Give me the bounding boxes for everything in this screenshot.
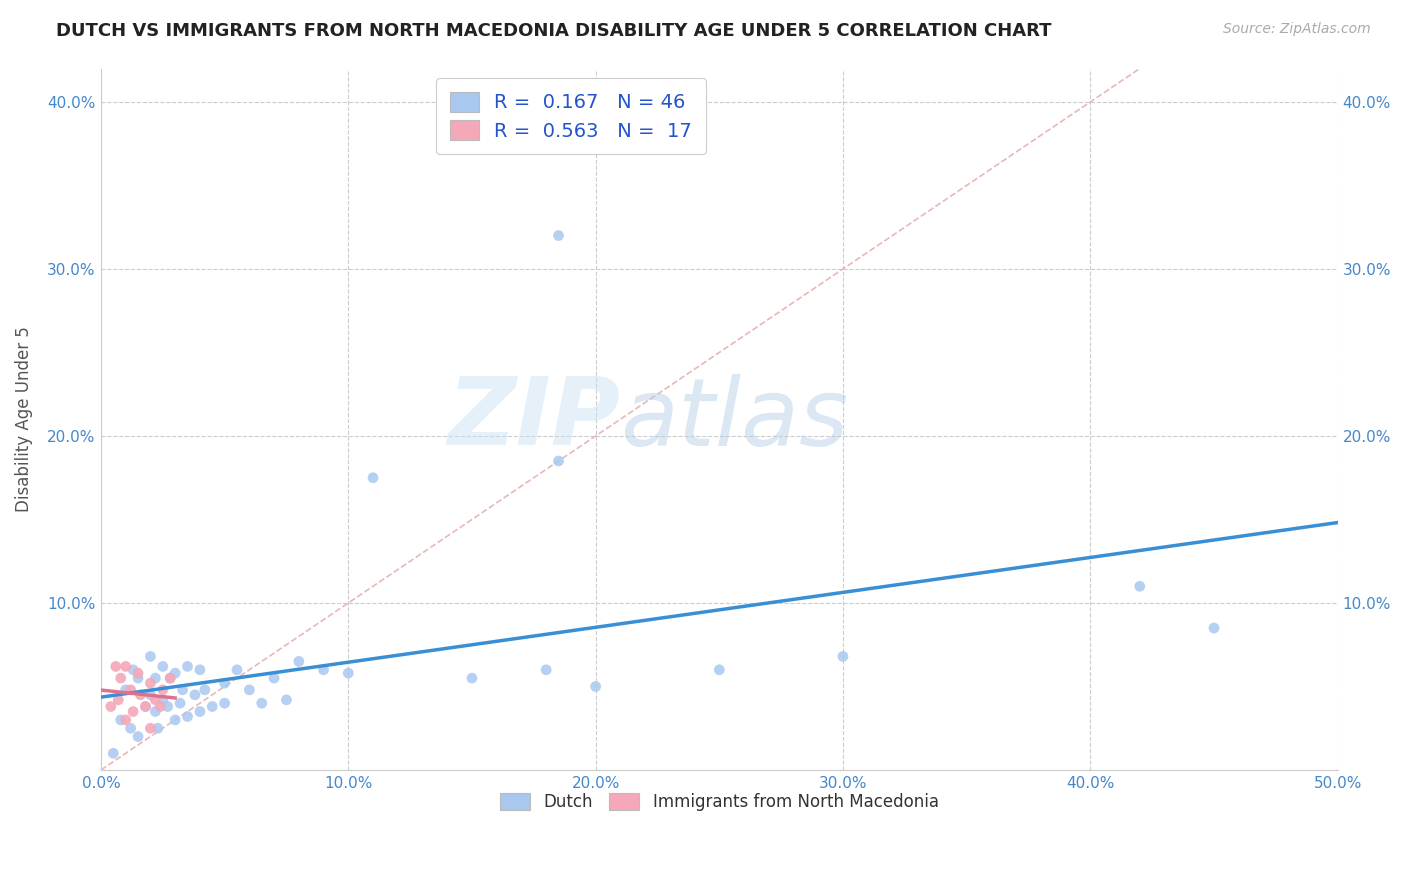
Point bbox=[1129, 579, 1152, 593]
Point bbox=[214, 696, 236, 710]
Point bbox=[534, 663, 557, 677]
Point bbox=[361, 471, 384, 485]
Point bbox=[152, 659, 174, 673]
Point bbox=[547, 228, 569, 243]
Point bbox=[547, 454, 569, 468]
Point bbox=[461, 671, 484, 685]
Point bbox=[134, 699, 156, 714]
Point bbox=[143, 705, 166, 719]
Point bbox=[127, 666, 149, 681]
Point bbox=[127, 730, 149, 744]
Point bbox=[709, 663, 731, 677]
Point bbox=[139, 649, 162, 664]
Point bbox=[169, 696, 191, 710]
Point bbox=[104, 659, 127, 673]
Point bbox=[832, 649, 855, 664]
Point bbox=[152, 693, 174, 707]
Point bbox=[122, 705, 145, 719]
Point bbox=[134, 699, 156, 714]
Point bbox=[172, 682, 194, 697]
Point bbox=[188, 705, 211, 719]
Point bbox=[165, 666, 187, 681]
Text: ZIP: ZIP bbox=[447, 373, 620, 466]
Point bbox=[156, 699, 179, 714]
Point bbox=[238, 682, 260, 697]
Point bbox=[146, 721, 169, 735]
Point bbox=[188, 663, 211, 677]
Point bbox=[585, 680, 607, 694]
Point bbox=[139, 676, 162, 690]
Text: Source: ZipAtlas.com: Source: ZipAtlas.com bbox=[1223, 22, 1371, 37]
Point bbox=[129, 688, 152, 702]
Point bbox=[276, 693, 298, 707]
Point bbox=[1202, 621, 1225, 635]
Point bbox=[143, 671, 166, 685]
Point bbox=[139, 721, 162, 735]
Text: DUTCH VS IMMIGRANTS FROM NORTH MACEDONIA DISABILITY AGE UNDER 5 CORRELATION CHAR: DUTCH VS IMMIGRANTS FROM NORTH MACEDONIA… bbox=[56, 22, 1052, 40]
Point bbox=[114, 682, 136, 697]
Point bbox=[100, 699, 122, 714]
Point bbox=[226, 663, 249, 677]
Legend: Dutch, Immigrants from North Macedonia: Dutch, Immigrants from North Macedonia bbox=[486, 780, 952, 825]
Point bbox=[337, 666, 360, 681]
Point bbox=[159, 671, 181, 685]
Point bbox=[107, 693, 129, 707]
Point bbox=[120, 682, 142, 697]
Point bbox=[312, 663, 335, 677]
Point bbox=[110, 671, 132, 685]
Point bbox=[194, 682, 217, 697]
Point bbox=[127, 671, 149, 685]
Point bbox=[110, 713, 132, 727]
Point bbox=[288, 655, 311, 669]
Point bbox=[184, 688, 207, 702]
Point bbox=[250, 696, 273, 710]
Point bbox=[176, 659, 198, 673]
Point bbox=[139, 688, 162, 702]
Point bbox=[103, 747, 125, 761]
Point bbox=[263, 671, 285, 685]
Point bbox=[120, 721, 142, 735]
Point bbox=[159, 671, 181, 685]
Point bbox=[143, 693, 166, 707]
Point bbox=[149, 699, 172, 714]
Y-axis label: Disability Age Under 5: Disability Age Under 5 bbox=[15, 326, 32, 512]
Point bbox=[214, 676, 236, 690]
Point bbox=[122, 663, 145, 677]
Point bbox=[176, 709, 198, 723]
Point bbox=[201, 699, 224, 714]
Text: atlas: atlas bbox=[620, 374, 849, 465]
Point bbox=[165, 713, 187, 727]
Point bbox=[152, 682, 174, 697]
Point bbox=[114, 713, 136, 727]
Point bbox=[114, 659, 136, 673]
